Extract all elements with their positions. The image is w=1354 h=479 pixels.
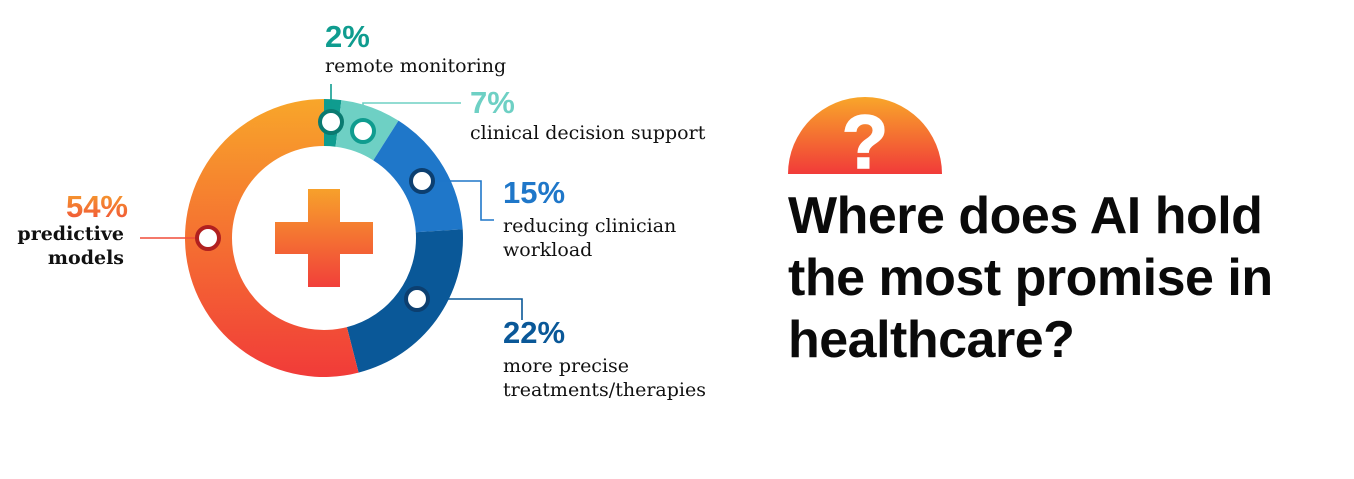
question-mark-glyph: ? xyxy=(842,100,888,174)
slice-predictive-models xyxy=(185,99,359,377)
category-label-more-precise-treatments-therapies: more precise xyxy=(503,355,629,377)
category-label-predictive-models: predictive xyxy=(17,223,124,245)
leader-line-reducing-clinician-workload xyxy=(422,180,494,221)
marker-reducing-clinician-workload xyxy=(409,168,435,194)
marker-remote-monitoring xyxy=(318,109,344,135)
question-heading: Where does AI hold the most promise in h… xyxy=(788,187,1273,369)
question-badge-icon: ? xyxy=(788,97,942,174)
marker-clinical-decision-support xyxy=(350,118,376,144)
slice-markers xyxy=(195,109,435,312)
marker-more-precise-treatments-therapies xyxy=(404,286,430,312)
plus-icon xyxy=(275,189,373,287)
category-label-remote-monitoring: remote monitoring xyxy=(325,55,506,77)
donut-chart: 2%remote monitoring 7%clinical decision s… xyxy=(17,19,706,401)
category-label-reducing-clinician-workload: workload xyxy=(503,239,592,261)
slice-labels: 2%remote monitoring 7%clinical decision s… xyxy=(17,19,706,401)
value-label-more-precise-treatments-therapies: 22% xyxy=(503,315,565,350)
category-label-clinical-decision-support: clinical decision support xyxy=(470,122,706,144)
category-label-predictive-models: models xyxy=(48,247,124,269)
category-label-more-precise-treatments-therapies: treatments/therapies xyxy=(503,379,706,401)
value-label-clinical-decision-support: 7% xyxy=(470,85,515,120)
plus-shape xyxy=(275,189,373,287)
value-label-reducing-clinician-workload: 15% xyxy=(503,175,565,210)
value-label-predictive-models: 54% xyxy=(66,189,128,224)
category-label-reducing-clinician-workload: reducing clinician xyxy=(503,215,676,237)
value-label-remote-monitoring: 2% xyxy=(325,19,370,54)
leader-line-more-precise-treatments-therapies xyxy=(417,298,523,320)
marker-predictive-models xyxy=(195,225,221,251)
